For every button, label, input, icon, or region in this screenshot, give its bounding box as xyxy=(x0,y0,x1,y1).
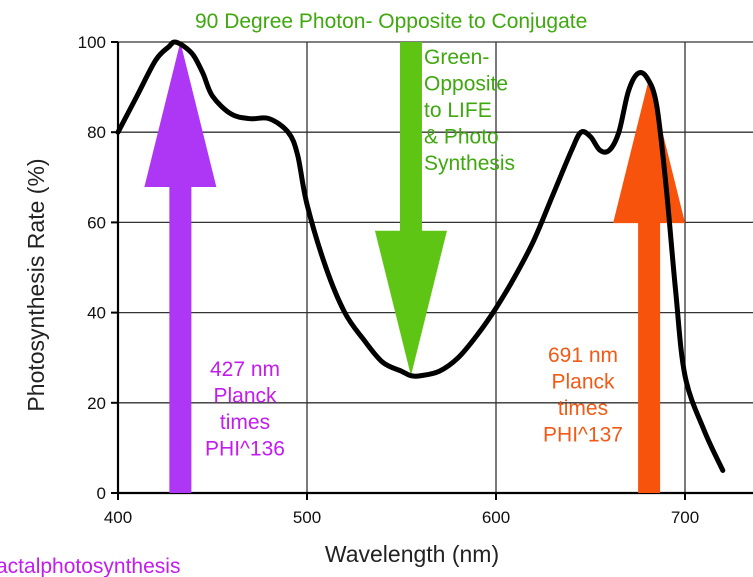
green-arrow xyxy=(374,42,447,376)
orange-annotation: 691 nm Planck times PHI^137 xyxy=(543,344,623,447)
orange_label-line: 691 nm xyxy=(548,344,618,367)
green_label-line: Green- xyxy=(424,46,489,69)
orange_label-line: times xyxy=(558,397,608,420)
y-ticks: 0 20 40 60 80 100 xyxy=(78,33,106,503)
green_label-line: & Photo xyxy=(424,126,499,149)
purple_label-line: 427 nm xyxy=(210,358,280,381)
purple-annotation: 427 nm Planck times PHI^136 xyxy=(205,358,285,461)
purple_label-line: times xyxy=(220,411,270,434)
y-tick-label: 80 xyxy=(87,123,106,142)
purple-arrow xyxy=(144,42,217,493)
x-tick-label: 600 xyxy=(482,508,510,527)
y-tick-label: 20 xyxy=(87,394,106,413)
top-annotation: 90 Degree Photon- Opposite to Conjugate xyxy=(195,10,587,33)
orange_label-line: Planck xyxy=(551,371,615,394)
x-tick-label: 700 xyxy=(671,508,699,527)
watermark-text: actalphotosynthesis xyxy=(0,555,180,577)
y-axis-title: Photosynthesis Rate (%) xyxy=(23,158,49,411)
green_label-line: to LIFE xyxy=(424,99,492,122)
series-line xyxy=(115,39,726,473)
green_label-line: Opposite xyxy=(424,73,508,96)
purple_label-line: PHI^136 xyxy=(205,438,285,461)
x-ticks: 400 500 600 700 xyxy=(104,508,699,527)
y-tick-label: 0 xyxy=(97,484,106,503)
y-tick-label: 60 xyxy=(87,213,106,232)
purple_label-line: Planck xyxy=(213,385,277,408)
orange_label-line: PHI^137 xyxy=(543,424,623,447)
green-annotation: Green- Opposite to LIFE & Photo Synthesis xyxy=(424,46,515,175)
y-tick-label: 100 xyxy=(78,33,106,52)
x-axis-title: Wavelength (nm) xyxy=(325,541,499,567)
x-tick-label: 500 xyxy=(293,508,321,527)
grid xyxy=(118,41,753,493)
x-tick-label: 400 xyxy=(104,508,132,527)
y-tick-label: 40 xyxy=(87,304,106,323)
green_label-line: Synthesis xyxy=(424,152,515,175)
